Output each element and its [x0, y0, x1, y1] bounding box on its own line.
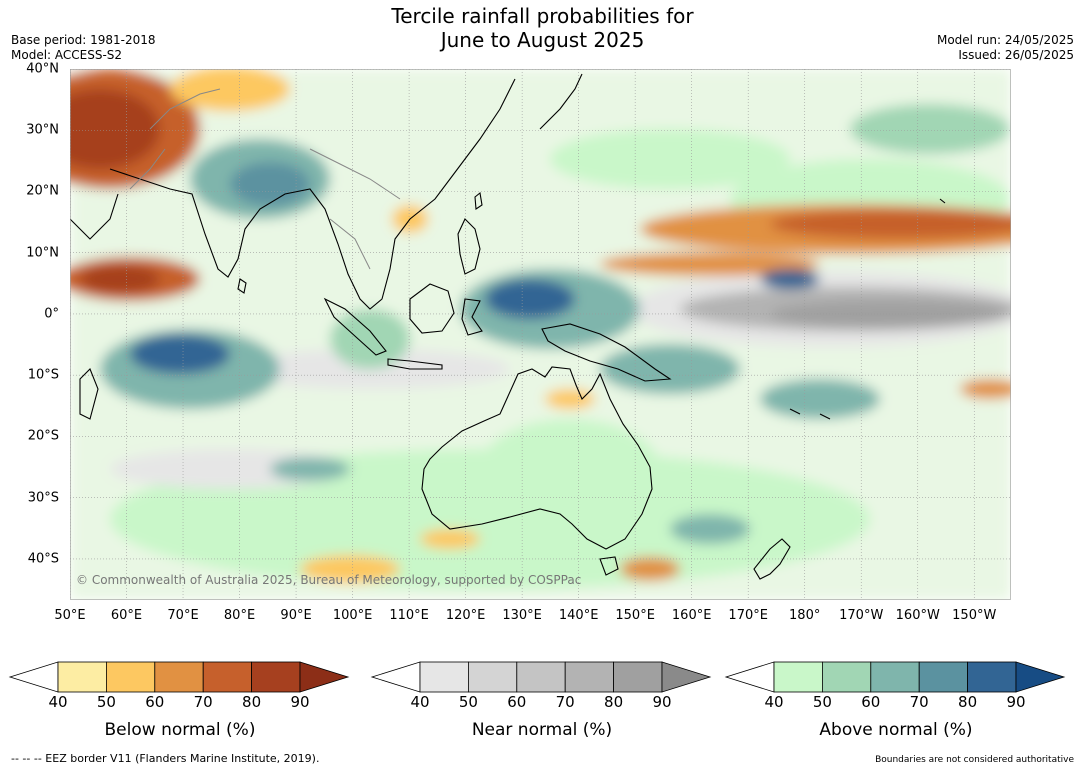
legend-near-high-arrow [661, 661, 712, 693]
lon-label: 60°E [110, 608, 143, 623]
legend-above-swatch [967, 661, 1017, 693]
legend-below-swatch [57, 661, 107, 693]
coastlines [70, 73, 946, 580]
legend-above-tick: 40 [764, 693, 784, 711]
legend-below-tick: 80 [242, 693, 262, 711]
legend-above-tick: 70 [909, 693, 929, 711]
map-frame [70, 69, 1011, 600]
lon-label: 90°E [280, 608, 312, 623]
legend-colorbars [8, 661, 1066, 693]
legend-below-swatch [202, 661, 252, 693]
lat-label: 20°S [27, 428, 59, 444]
lon-label: 170°E [728, 608, 768, 623]
title-line-1: Tercile rainfall probabilities for [391, 4, 694, 28]
lon-label: 100°E [332, 608, 373, 623]
lat-label: 30°S [27, 490, 59, 506]
lat-label: 40°S [27, 551, 59, 567]
legend-near-swatch [564, 661, 615, 693]
legend-near-low-arrow [370, 661, 421, 693]
lat-label: 0° [44, 306, 59, 322]
legend-above-swatch [918, 661, 969, 693]
legend-below-swatch [251, 661, 301, 693]
legend-below-swatch [154, 661, 204, 693]
base-period: Base period: 1981-2018 [11, 33, 156, 47]
lon-label: 160°W [895, 608, 940, 623]
lat-label: 20°N [26, 183, 59, 199]
copyright-notice: © Commonwealth of Australia 2025, Bureau… [76, 573, 581, 587]
legend-below-high-arrow [299, 661, 350, 693]
legend-near-tick: 60 [507, 693, 527, 711]
model-info: Base period: 1981-2018 Model: ACCESS-S2 [11, 33, 156, 63]
legend-below-tick: 70 [193, 693, 213, 711]
legend-below-tick: 40 [48, 693, 68, 711]
title-line-2: June to August 2025 [440, 28, 645, 52]
country-borders [129, 88, 401, 270]
lon-label: 150°E [615, 608, 655, 623]
lat-label: 10°N [26, 245, 59, 261]
lon-label: 170°W [839, 608, 884, 623]
lon-label: 140°E [558, 608, 599, 623]
lon-label: 50°E [54, 608, 86, 623]
legend-above-tick: 60 [861, 693, 881, 711]
legend-near-tick: 40 [410, 693, 430, 711]
map-title: Tercile rainfall probabilities for June … [0, 4, 1085, 52]
probability-map: © Commonwealth of Australia 2025, Bureau… [70, 69, 1011, 600]
lat-label: 30°N [26, 122, 59, 138]
legend-near-tick: 80 [604, 693, 624, 711]
model-run: Model run: 24/05/2025 [936, 33, 1074, 47]
legend-title-above: Above normal (%) [819, 720, 973, 740]
eez-note: -- -- -- EEZ border V11 (Flanders Marine… [11, 752, 320, 765]
lon-label: 110°E [389, 608, 429, 623]
lon-label: 70°E [167, 608, 199, 623]
legend-near-swatch [516, 661, 566, 693]
map-gridlines [70, 69, 1011, 600]
legend-below-low-arrow [8, 661, 59, 693]
lat-label: 40°N [26, 61, 59, 77]
probability-field [70, 69, 1011, 600]
lon-label: 120°E [445, 608, 486, 623]
lon-label: 160°E [671, 608, 712, 623]
legend-near-tick: 70 [555, 693, 575, 711]
legend-near-swatch [467, 661, 518, 693]
boundary-disclaimer: Boundaries are not considered authoritat… [875, 755, 1074, 765]
legend-below-swatch [106, 661, 156, 693]
legend-below-tick: 60 [145, 693, 165, 711]
legend-near-tick: 90 [652, 693, 672, 711]
legend-above-swatch [773, 661, 823, 693]
legend-near-swatch [419, 661, 469, 693]
legend-near-swatch [613, 661, 663, 693]
legend-above-tick: 80 [958, 693, 978, 711]
run-info: Model run: 24/05/2025 Issued: 26/05/2025 [937, 33, 1074, 63]
legend-near-tick: 50 [458, 693, 478, 711]
legend-above-low-arrow [724, 661, 775, 693]
lon-label: 180° [789, 608, 821, 623]
legend-above-swatch [870, 661, 920, 693]
lon-label: 150°W [952, 608, 997, 623]
legend-above-high-arrow [1015, 661, 1066, 693]
lon-label: 80°E [223, 608, 256, 623]
issued-date: Issued: 26/05/2025 [958, 48, 1074, 62]
lon-label: 130°E [502, 608, 542, 623]
legend-above-tick: 90 [1006, 693, 1026, 711]
legend-title-below: Below normal (%) [104, 720, 256, 740]
legend-below-tick: 50 [96, 693, 116, 711]
legend-above-swatch [822, 661, 872, 693]
legend-above-tick: 50 [812, 693, 832, 711]
legend-title-near: Near normal (%) [471, 720, 613, 740]
legend-below-tick: 90 [290, 693, 310, 711]
lat-label: 10°S [27, 367, 59, 383]
model-name: Model: ACCESS-S2 [11, 48, 123, 62]
